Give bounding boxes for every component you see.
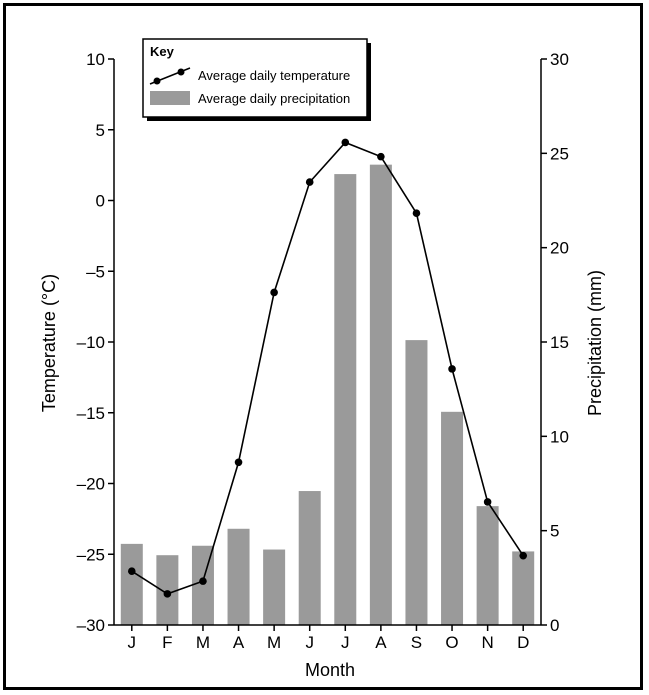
x-axis-title: Month [305, 660, 355, 680]
precip-bar-5 [263, 549, 286, 625]
temp-point-5 [270, 288, 278, 297]
precip-bar-4 [227, 528, 250, 625]
legend-title: Key [150, 44, 175, 59]
temp-point-7 [341, 138, 350, 147]
x-tick-label-1: J [128, 633, 137, 652]
x-tick-label-8: A [375, 633, 387, 652]
legend-label-precipitation: Average daily precipitation [198, 91, 350, 106]
temp-point-2 [163, 590, 172, 598]
temp-point-4 [234, 458, 243, 467]
legend-bar-swatch [150, 91, 190, 105]
temp-point-3 [199, 577, 207, 585]
precip-bar-1 [120, 543, 143, 625]
y-tick-label-right-6: 0 [550, 616, 559, 635]
x-tick-label-11: N [481, 633, 493, 652]
y-tick-label-left-1: 5 [96, 121, 105, 140]
legend-line-marker-2 [177, 68, 185, 76]
temperature-line [127, 138, 528, 598]
legend-line-marker-1 [153, 77, 161, 85]
y-tick-label-right-4: 10 [550, 427, 569, 446]
precip-bar-8 [369, 164, 392, 626]
precip-bar-3 [191, 545, 214, 625]
y-tick-label-right-1: 25 [550, 144, 569, 163]
chart-frame [3, 3, 643, 690]
temp-point-11 [483, 498, 492, 506]
x-tick-label-7: J [341, 633, 350, 652]
y-tick-label-left-2: 0 [96, 192, 105, 211]
precip-bar-6 [298, 491, 321, 625]
y-tick-label-right-3: 15 [550, 333, 569, 352]
precip-bar-12 [512, 551, 535, 625]
x-tick-label-12: D [517, 633, 529, 652]
x-tick-label-10: O [445, 633, 458, 652]
temp-point-10 [448, 365, 456, 373]
axes: 10 5 0 –5 –10 –15 –20 –25 –30 30 25 20 15 10 5 0 J F M A M J J… [77, 50, 569, 652]
x-tick-label-6: J [305, 633, 314, 652]
y-axis-left-title: Temperature (°C) [39, 274, 59, 412]
y-tick-label-left-8: –30 [77, 616, 105, 635]
y-axis-right-title: Precipitation (mm) [585, 270, 605, 416]
temp-point-6 [305, 178, 314, 186]
y-tick-label-left-0: 10 [86, 50, 105, 69]
y-tick-label-left-5: –15 [77, 404, 105, 423]
legend: Key Average daily temperature Average da… [142, 38, 371, 121]
precipitation-bars [120, 164, 535, 626]
temp-point-1 [127, 567, 136, 576]
x-tick-label-2: F [162, 633, 172, 652]
precip-bar-11 [476, 506, 499, 625]
y-tick-label-left-7: –25 [77, 545, 105, 564]
precip-bar-7 [334, 174, 357, 625]
y-tick-label-left-3: –5 [86, 262, 105, 281]
y-tick-label-right-5: 5 [550, 522, 559, 541]
y-tick-label-left-6: –20 [77, 475, 105, 494]
axis-labels: Month Temperature (°C) Precipitation (mm… [39, 270, 605, 680]
precip-bar-10 [441, 411, 464, 625]
y-tick-label-right-0: 30 [550, 50, 569, 69]
x-tick-label-4: A [233, 633, 245, 652]
temp-point-9 [412, 209, 421, 218]
x-tick-label-5: M [267, 633, 281, 652]
temp-point-8 [377, 152, 385, 161]
y-tick-label-right-2: 20 [550, 239, 569, 258]
temperature-polyline [131, 141, 524, 595]
x-tick-label-3: M [196, 633, 210, 652]
x-tick-label-9: S [411, 633, 422, 652]
precip-bar-9 [405, 340, 428, 625]
y-tick-label-left-4: –10 [77, 333, 105, 352]
temp-point-12 [519, 551, 528, 560]
legend-label-temperature: Average daily temperature [198, 68, 350, 83]
